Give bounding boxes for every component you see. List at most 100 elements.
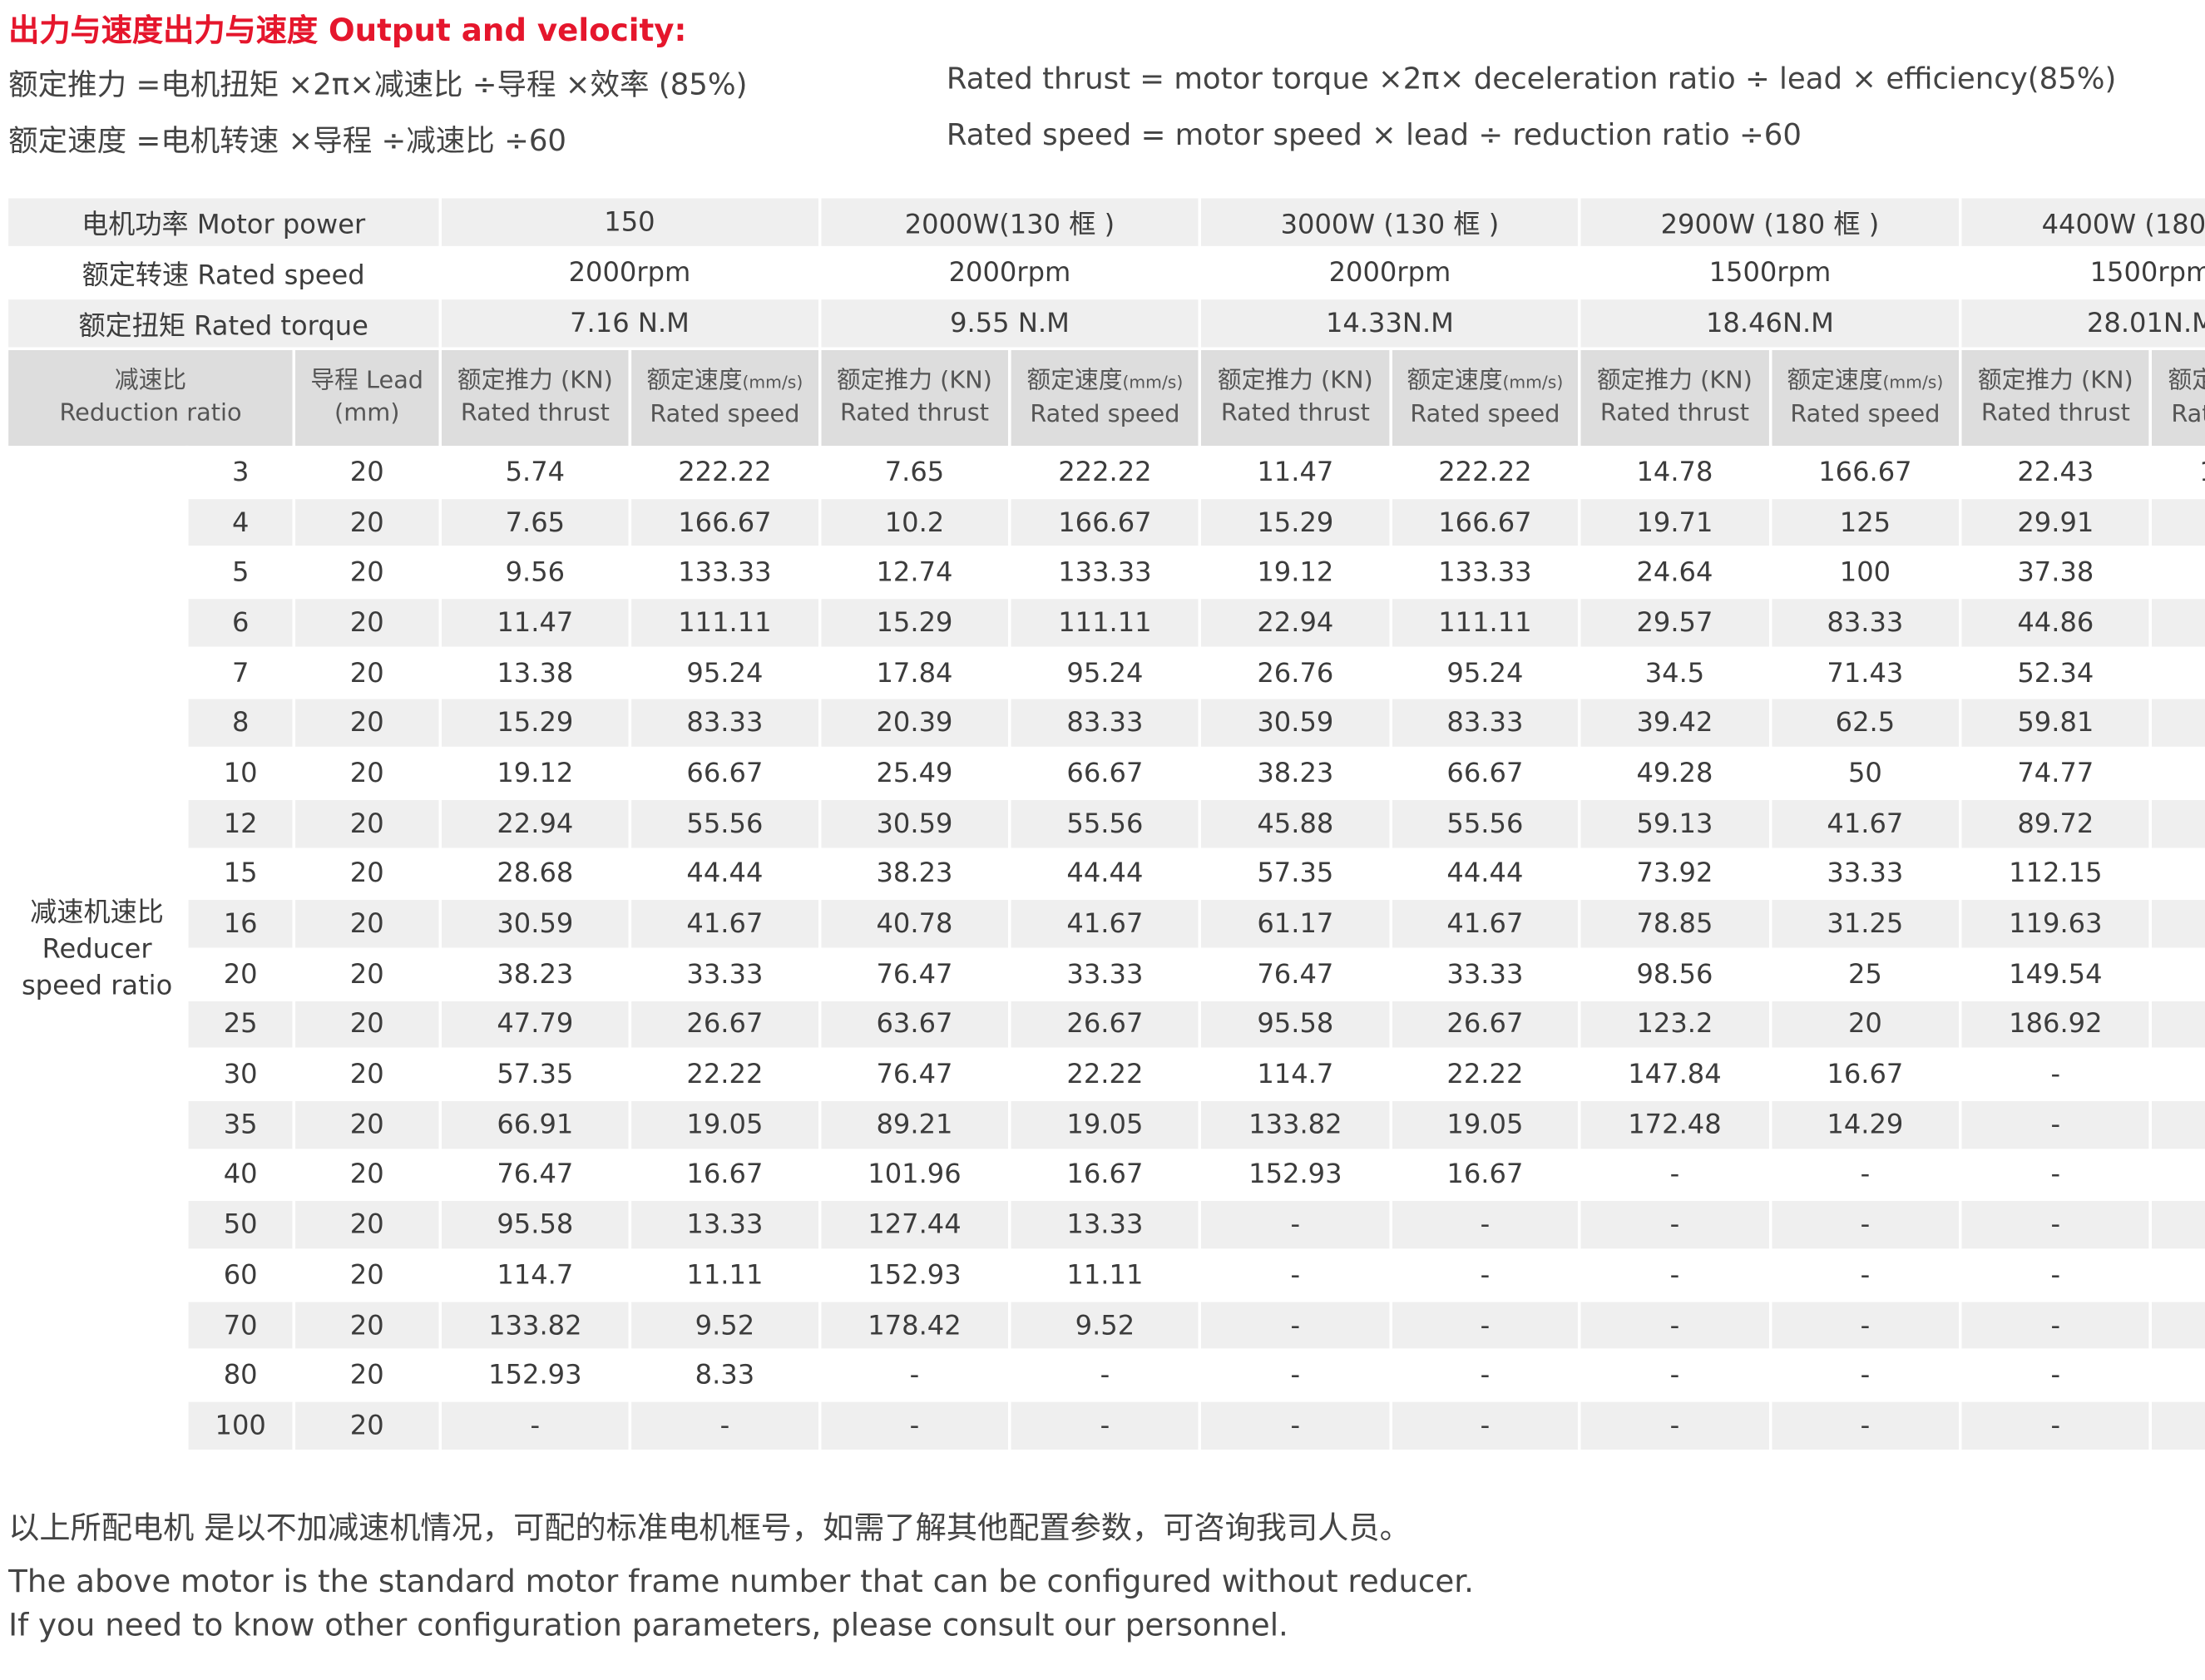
rated-thrust-cell: 13.38 [439,647,632,700]
rated-torque-value: 14.33N.M [1199,298,1581,350]
rated-speed-cell: 133.33 [630,547,821,600]
rated-speed-cell: 95.24 [1390,647,1581,700]
rated-thrust-cell: 57.35 [439,1049,632,1101]
rated-speed-cell: - [630,1401,821,1453]
ratio-cell: 15 [186,848,296,901]
rated-speed-cell: 55.56 [1009,798,1202,851]
header-speed-unit: (mm/s) [1502,372,1564,392]
rated-speed-cell: 41.67 [2150,798,2205,851]
rated-speed-cell: - [1390,1350,1581,1402]
rated-speed-value: 2000rpm [439,247,821,300]
rated-thrust-cell: 17.84 [819,647,1011,700]
rated-speed-cell: 133.33 [1390,547,1581,600]
rated-speed-cell: 166.67 [630,497,821,549]
rated-speed-cell: 8.33 [630,1350,821,1402]
rated-speed-cell: 222.22 [1009,447,1202,499]
rated-speed-cell: 13.33 [630,1199,821,1252]
rated-thrust-cell: 172.48 [1579,1099,1772,1152]
rated-thrust-cell: 98.56 [1579,949,1772,1001]
rated-thrust-cell: 57.35 [1199,848,1392,901]
rated-thrust-cell: 44.86 [1960,597,2153,650]
rated-thrust-cell: 76.47 [819,1049,1011,1101]
rated-thrust-cell: 40.78 [819,898,1011,951]
rated-thrust-cell: 12.74 [819,547,1011,600]
rated-thrust-cell: 9.56 [439,547,632,600]
rated-speed-cell: 111.11 [1390,597,1581,650]
header-thrust-cn: 额定推力 (KN) [1217,367,1373,396]
lead-cell: 20 [294,1250,442,1302]
rated-thrust-cell: 61.17 [1199,898,1392,951]
rated-speed-cell: - [1390,1199,1581,1252]
rated-speed-cell: 166.67 [1009,497,1202,549]
footer-note-en-2: If you need to know other configuration … [8,1608,1288,1644]
header-rated-speed: 额定速度(mm/s)Rated speed [2150,348,2205,449]
rated-speed-cell: 100 [1769,547,1962,600]
ratio-cell: 8 [186,698,296,750]
rated-thrust-cell: - [1199,1350,1392,1402]
table-row: 35 20 66.91 19.05 89.21 19.05 133.82 19.05 172.4… [8,1099,2205,1152]
rated-speed-cell: 26.67 [630,999,821,1051]
rated-speed-cell: 166.67 [1390,497,1581,549]
rated-speed-cell: - [2150,1300,2205,1352]
rated-speed-cell: 25 [2150,949,2205,1001]
speed-formula-en: Rated speed = motor speed × lead ÷ reduc… [946,118,1802,152]
table-row: 20 20 38.23 33.33 76.47 33.33 76.47 33.33 98.56 2… [8,949,2205,1001]
motor-power-label: 电机功率 Motor power [8,198,442,250]
rated-speed-value: 2000rpm [1199,247,1581,300]
rated-speed-cell: 11.11 [1009,1250,1202,1302]
rated-speed-cell: 133.33 [1009,547,1202,600]
rated-speed-cell: 83.33 [1390,698,1581,750]
header-speed-en: Rated speed [1410,400,1560,428]
header-speed-en: Rated speed [650,400,800,428]
rated-thrust-cell: 112.15 [1960,848,2153,901]
rated-thrust-cell: 26.76 [1199,647,1392,700]
rated-thrust-cell: 34.5 [1579,647,1772,700]
rated-speed-cell: 100 [2150,547,2205,600]
rated-speed-cell: - [2150,1099,2205,1152]
thrust-formula-en: Rated thrust = motor torque ×2π× deceler… [946,62,2117,96]
rated-speed-cell: - [1390,1250,1581,1302]
header-thrust-en: Rated thrust [1599,399,1749,427]
header-thrust-cn: 额定推力 (KN) [1977,367,2133,396]
ratio-cell: 7 [186,647,296,700]
rated-thrust-cell: 38.23 [1199,748,1392,800]
header-thrust-en: Rated thrust [460,399,610,427]
header-thrust-en: Rated thrust [1220,399,1370,427]
header-speed-cn: 额定速度 [1407,366,1503,395]
rated-speed-cell: 22.22 [1390,1049,1581,1101]
rated-thrust-cell: - [1199,1401,1392,1453]
rated-speed-cell: - [1390,1300,1581,1352]
rated-thrust-cell: 15.29 [819,597,1011,650]
table-row: 12 20 22.94 55.56 30.59 55.56 45.88 55.56 59.13 4… [8,798,2205,851]
rated-torque-value: 28.01N.M [1960,298,2205,350]
rated-speed-cell: 9.52 [1009,1300,1202,1352]
rated-speed-cell: 41.67 [1769,798,1962,851]
header-rated-thrust: 额定推力 (KN) Rated thrust [439,348,632,449]
rated-speed-cell: 41.67 [630,898,821,951]
speed-formula-cn: 额定速度 =电机转速 ×导程 ÷减速比 ÷60 [8,123,567,158]
rated-speed-cell: 22.22 [1009,1049,1202,1101]
rated-thrust-cell: 29.91 [1960,497,2153,549]
ratio-cell: 50 [186,1199,296,1252]
rated-speed-cell: 83.33 [1769,597,1962,650]
ratio-cell: 12 [186,798,296,851]
header-rated-speed: 额定速度(mm/s)Rated speed [630,348,821,449]
rated-thrust-cell: 127.44 [819,1199,1011,1252]
rated-speed-cell: 19.05 [1390,1099,1581,1152]
footer-note-en-1: The above motor is the standard motor fr… [8,1564,1474,1601]
ratio-cell: 60 [186,1250,296,1302]
rated-thrust-cell: 149.54 [1960,949,2153,1001]
ratio-cell: 16 [186,898,296,951]
motor-power-row: 电机功率 Motor power 150 2000W(130 框 ) 3000W (1… [8,198,2205,250]
header-speed-unit: (mm/s) [1122,372,1184,392]
rated-thrust-cell: 114.7 [439,1250,632,1302]
rated-thrust-cell: 114.7 [1199,1049,1392,1101]
rated-speed-cell: 166.67 [1769,447,1962,499]
ratio-cell: 5 [186,547,296,600]
rated-thrust-cell: 29.57 [1579,597,1772,650]
header-rated-thrust: 额定推力 (KN) Rated thrust [1960,348,2153,449]
rated-thrust-cell: - [819,1401,1011,1453]
rated-speed-cell: 83.33 [630,698,821,750]
